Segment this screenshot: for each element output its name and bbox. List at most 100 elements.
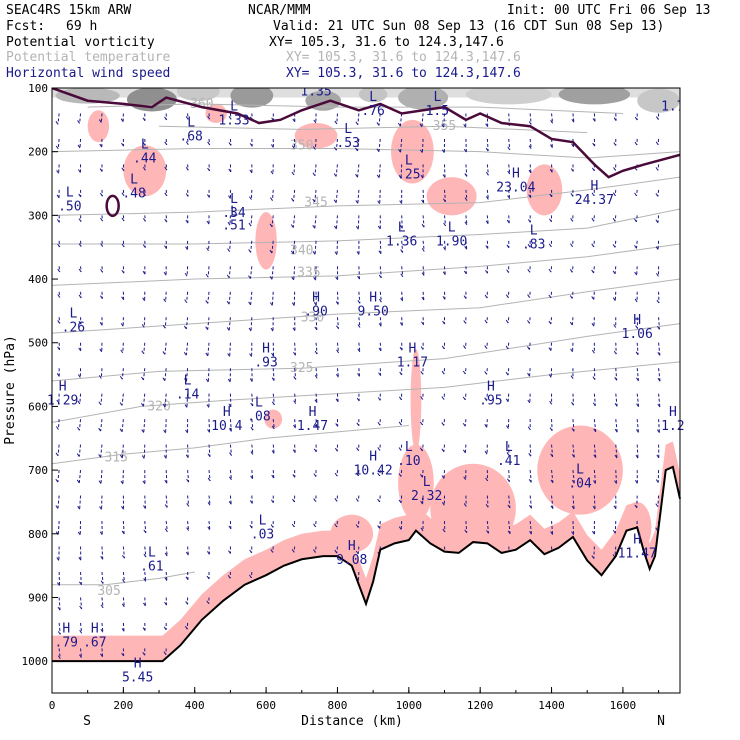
wind-vector-head [571,428,575,432]
pv-shaded-region [255,212,277,270]
wind-vector [358,342,361,352]
wind-vector-head [119,402,123,406]
wind-vector-head [484,450,488,455]
wind-vector-head [292,118,296,123]
wind-vector-head [293,351,296,356]
wind-vector-head [505,398,509,403]
wind-vector [614,266,617,274]
wind-vector [422,240,425,252]
pv-shaded-region [123,145,167,197]
wind-vector [294,444,296,453]
y-tick-label: 300 [28,209,48,222]
wind-vector-head [312,198,316,203]
theta-contour-label: 340 [290,243,313,258]
wind-vector [657,164,660,171]
wind-vector-head [612,529,616,534]
wind-vector-head [398,447,402,451]
wind-vector [593,291,595,300]
wind-vector-head [142,244,146,248]
wind-vector-head [571,454,575,458]
wind-vector-head [485,171,489,176]
terrain-fill [52,466,680,693]
wind-vector-head [505,345,509,350]
pv-extremum-marker: H [669,405,677,420]
wind-vector-head [592,142,596,147]
wind-vector-head [421,223,425,228]
wind-vector-head [313,302,317,306]
wind-vector [57,470,60,483]
wind-vector-head [334,120,338,125]
wind-vector [58,622,61,635]
wind-vector [400,138,403,153]
axes-layer: 0 200 400 600 800 1000 1200 1400 1600 100 200 300 40… [22,82,660,712]
wind-vector-head [484,294,488,299]
pv-extremum-marker: H [369,291,377,306]
wind-vector [422,291,425,301]
terrain-profile [52,465,681,663]
wind-vector [572,495,575,510]
terrain-layer [52,465,681,693]
wind-vector [164,317,167,329]
wind-vector-head [77,426,80,431]
wind-vector-head [571,143,574,148]
pv-extremum-value: 24.37 [575,193,614,208]
wind-vector [379,189,381,204]
wind-vector [165,215,168,223]
pv-extremum-marker: H [223,405,231,420]
wind-vector [57,521,60,535]
wind-vector-head [485,503,489,508]
wind-vector-head [228,195,231,199]
wind-vector-head [550,144,553,148]
wind-vector-head [548,294,552,299]
wind-vector [357,189,360,204]
y-tick-label: 500 [28,337,48,350]
wind-vector-head [591,243,595,248]
wind-vector-head [143,505,146,509]
wind-vector [208,138,211,145]
wind-vector-head [207,501,211,506]
wind-vector [593,240,595,247]
wind-vector [401,215,403,229]
wind-vector [229,495,232,505]
wind-vector-head [313,473,317,477]
wind-vector [315,342,318,355]
wind-vector-head [571,479,575,484]
wind-vector-head [227,575,231,579]
wind-vector-head [100,604,104,609]
wind-vector [550,317,553,325]
wind-vector-head [207,115,211,120]
pv-shaded-region [526,164,563,216]
wind-vector [486,368,488,375]
wind-vector-head [614,403,618,407]
wind-vector [551,164,553,173]
wind-vector-head [591,349,595,354]
wind-vector-head [527,426,531,431]
wind-vector-head [398,473,402,477]
wind-vector-head [99,506,102,510]
wind-vector-head [184,272,188,277]
wind-vector-head [164,116,167,121]
wind-vector-head [591,217,595,222]
wind-vector-head [355,121,359,126]
wind-vector-head [507,146,511,151]
wind-vector-head [357,324,361,328]
wind-vector-head [185,246,188,250]
field-name-wind: Horizontal wind speed [6,66,171,81]
pv-shaded-region [390,119,434,184]
wind-vector-head [205,378,209,383]
wind-vector-head [636,429,639,433]
wind-vector [250,240,253,253]
pv-extremum-marker: L [148,545,156,560]
wind-vector [101,240,104,247]
wind-vector-head [549,193,553,198]
wind-vector [378,138,381,152]
wind-vector-head [186,527,190,531]
wind-vector-head [593,454,597,458]
theta-contour-line [52,243,680,286]
wind-vector [572,470,575,484]
wind-vector-head [271,352,275,357]
wind-vector-head [506,425,509,429]
wind-vector-head [78,320,82,325]
wind-vector [144,597,146,607]
wind-vector [144,521,147,533]
